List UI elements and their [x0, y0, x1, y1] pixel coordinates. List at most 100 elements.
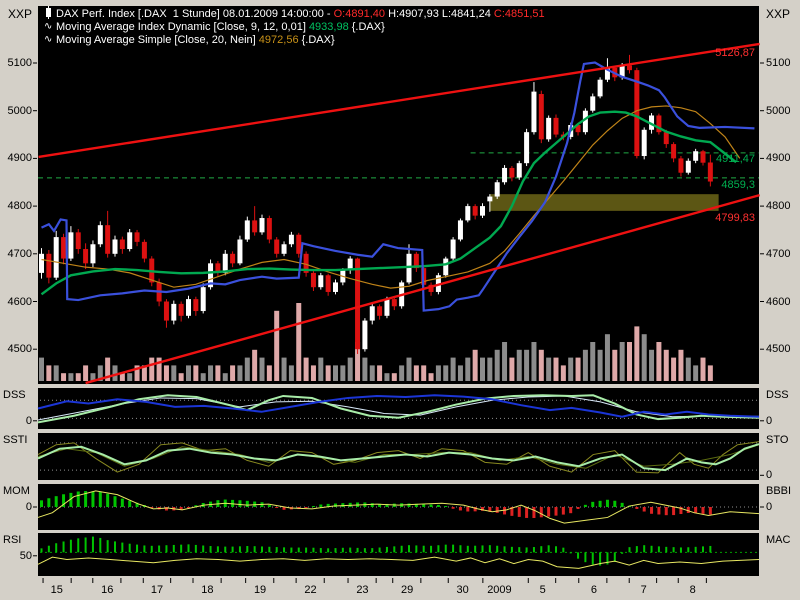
rsi-bar [400, 545, 403, 553]
momentum-histogram-bar [554, 507, 558, 516]
volume-bar [112, 365, 118, 381]
momentum-histogram-bar [414, 503, 418, 507]
volume-bar [127, 373, 133, 381]
candle-body [325, 275, 331, 292]
rsi-bar [584, 552, 587, 563]
momentum-histogram-bar [407, 503, 411, 507]
rsi-bar [452, 544, 455, 553]
volume-bar [627, 342, 632, 381]
momentum-histogram-bar [370, 503, 374, 507]
volume-bar [641, 334, 647, 381]
panel-label-right-sto: STO [766, 434, 789, 446]
momentum-histogram-bar [708, 507, 712, 515]
volume-bar [590, 342, 596, 381]
momentum-histogram-bar [267, 504, 271, 507]
rsi-bar [275, 547, 278, 553]
volume-bar [494, 349, 500, 381]
momentum-histogram-bar [120, 498, 124, 507]
x-axis-label: 30 [456, 584, 469, 596]
momentum-histogram-bar [194, 505, 198, 507]
rsi-bar [385, 546, 388, 553]
candle-body [553, 117, 559, 135]
momentum-histogram-bar [311, 506, 315, 507]
candle-body [68, 232, 74, 259]
candle-body [178, 303, 184, 316]
momentum-histogram-bar [525, 507, 529, 518]
dss-line-2 [37, 394, 760, 418]
support-zone-box [490, 194, 719, 211]
rsi-bar [599, 552, 602, 566]
rsi-bar [172, 544, 175, 553]
volume-bar [619, 342, 625, 381]
candle-body [75, 232, 81, 250]
momentum-histogram-bar [40, 500, 43, 507]
x-axis-label: 2009 [487, 584, 512, 596]
momentum-histogram-bar [98, 491, 102, 507]
rsi-bar [371, 548, 374, 553]
volume-bar [333, 365, 338, 381]
candle-body [590, 96, 596, 111]
volume-bar [75, 373, 81, 381]
rsi-bar [121, 542, 124, 553]
momentum-histogram-bar [179, 507, 183, 510]
x-axis-label: 15 [50, 584, 63, 596]
y-axis-label-left: 5000 [7, 104, 32, 117]
x-axis-label: 18 [201, 584, 214, 596]
rsi-bar [99, 537, 102, 553]
candle-body [318, 275, 324, 288]
momentum-histogram-bar [319, 504, 323, 507]
volume-bar [215, 365, 221, 381]
momentum-histogram-bar [69, 492, 73, 507]
volume-bar [597, 349, 603, 381]
volume-bar [119, 373, 125, 381]
candle-body [310, 272, 316, 288]
candle-body [134, 232, 140, 242]
candle-body [671, 144, 677, 159]
momentum-histogram-bar [378, 503, 382, 507]
y-axis-label-right: 5100 [766, 57, 791, 69]
volume-bar [413, 365, 419, 381]
rsi-bar [415, 545, 418, 553]
price-annotation: 4911,47 [716, 152, 755, 165]
rsi-bar [165, 545, 168, 553]
y-axis-label-left: 5100 [7, 57, 32, 69]
momentum-histogram-bar [539, 507, 543, 518]
rsi-bar [136, 544, 139, 553]
candle-body [303, 253, 309, 273]
momentum-histogram-bar [517, 507, 521, 517]
mom-line-0 [37, 490, 760, 524]
rsi-bar [444, 544, 447, 553]
candle-body [208, 263, 214, 288]
volume-bar [83, 365, 89, 381]
rsi-bar [496, 545, 499, 553]
candle-body [222, 253, 228, 273]
volume-bar [362, 357, 368, 381]
momentum-histogram-bar [451, 507, 455, 509]
volume-bar [406, 357, 412, 381]
rsi-bar [672, 547, 675, 553]
candle-body [90, 244, 96, 264]
rsi-bar [635, 546, 638, 553]
volume-bar [472, 349, 478, 381]
x-axis-label: 16 [101, 584, 114, 596]
volume-bar [575, 357, 581, 381]
workspace-label-right: XXP [766, 7, 791, 21]
panel-zero-label-right: 0 [766, 469, 773, 482]
rsi-bar [408, 545, 410, 553]
momentum-histogram-bar [76, 491, 80, 507]
panel-zero-label-left: 0 [25, 501, 32, 513]
volume-bar [347, 357, 353, 381]
candle-body [355, 258, 361, 350]
candle-body [457, 220, 463, 240]
rsi-bar [327, 548, 330, 553]
x-axis-label: 17 [150, 584, 164, 596]
rsi-bar [459, 545, 462, 553]
candle-body [193, 299, 199, 312]
panel-zero-label-left: 50 [19, 549, 32, 562]
candle-body [546, 117, 552, 140]
legend-line-1: ∿ Moving Average Index Dynamic [Close, 9,… [44, 20, 545, 33]
volume-bar [318, 357, 324, 381]
candle-body [244, 220, 250, 240]
candle-body [443, 258, 449, 276]
